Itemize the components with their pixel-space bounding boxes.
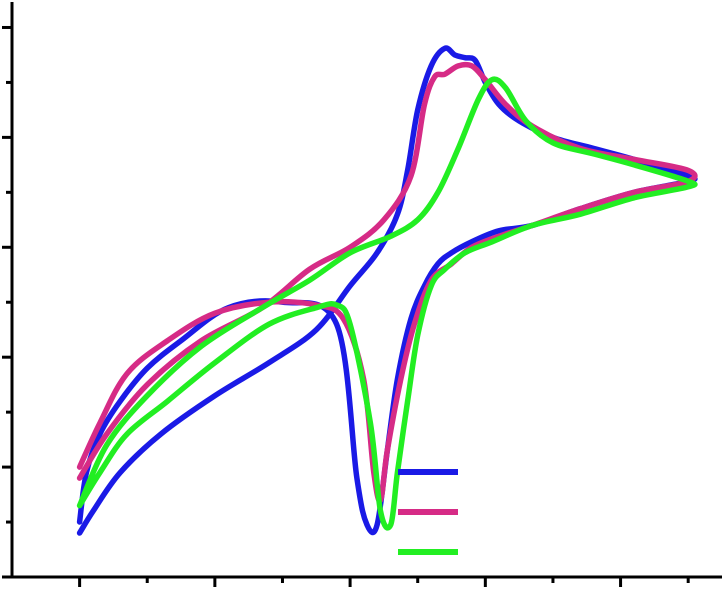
legend	[398, 469, 458, 555]
series-line-3	[76, 76, 698, 531]
series-line-2	[76, 61, 698, 504]
plot-area	[76, 45, 698, 536]
